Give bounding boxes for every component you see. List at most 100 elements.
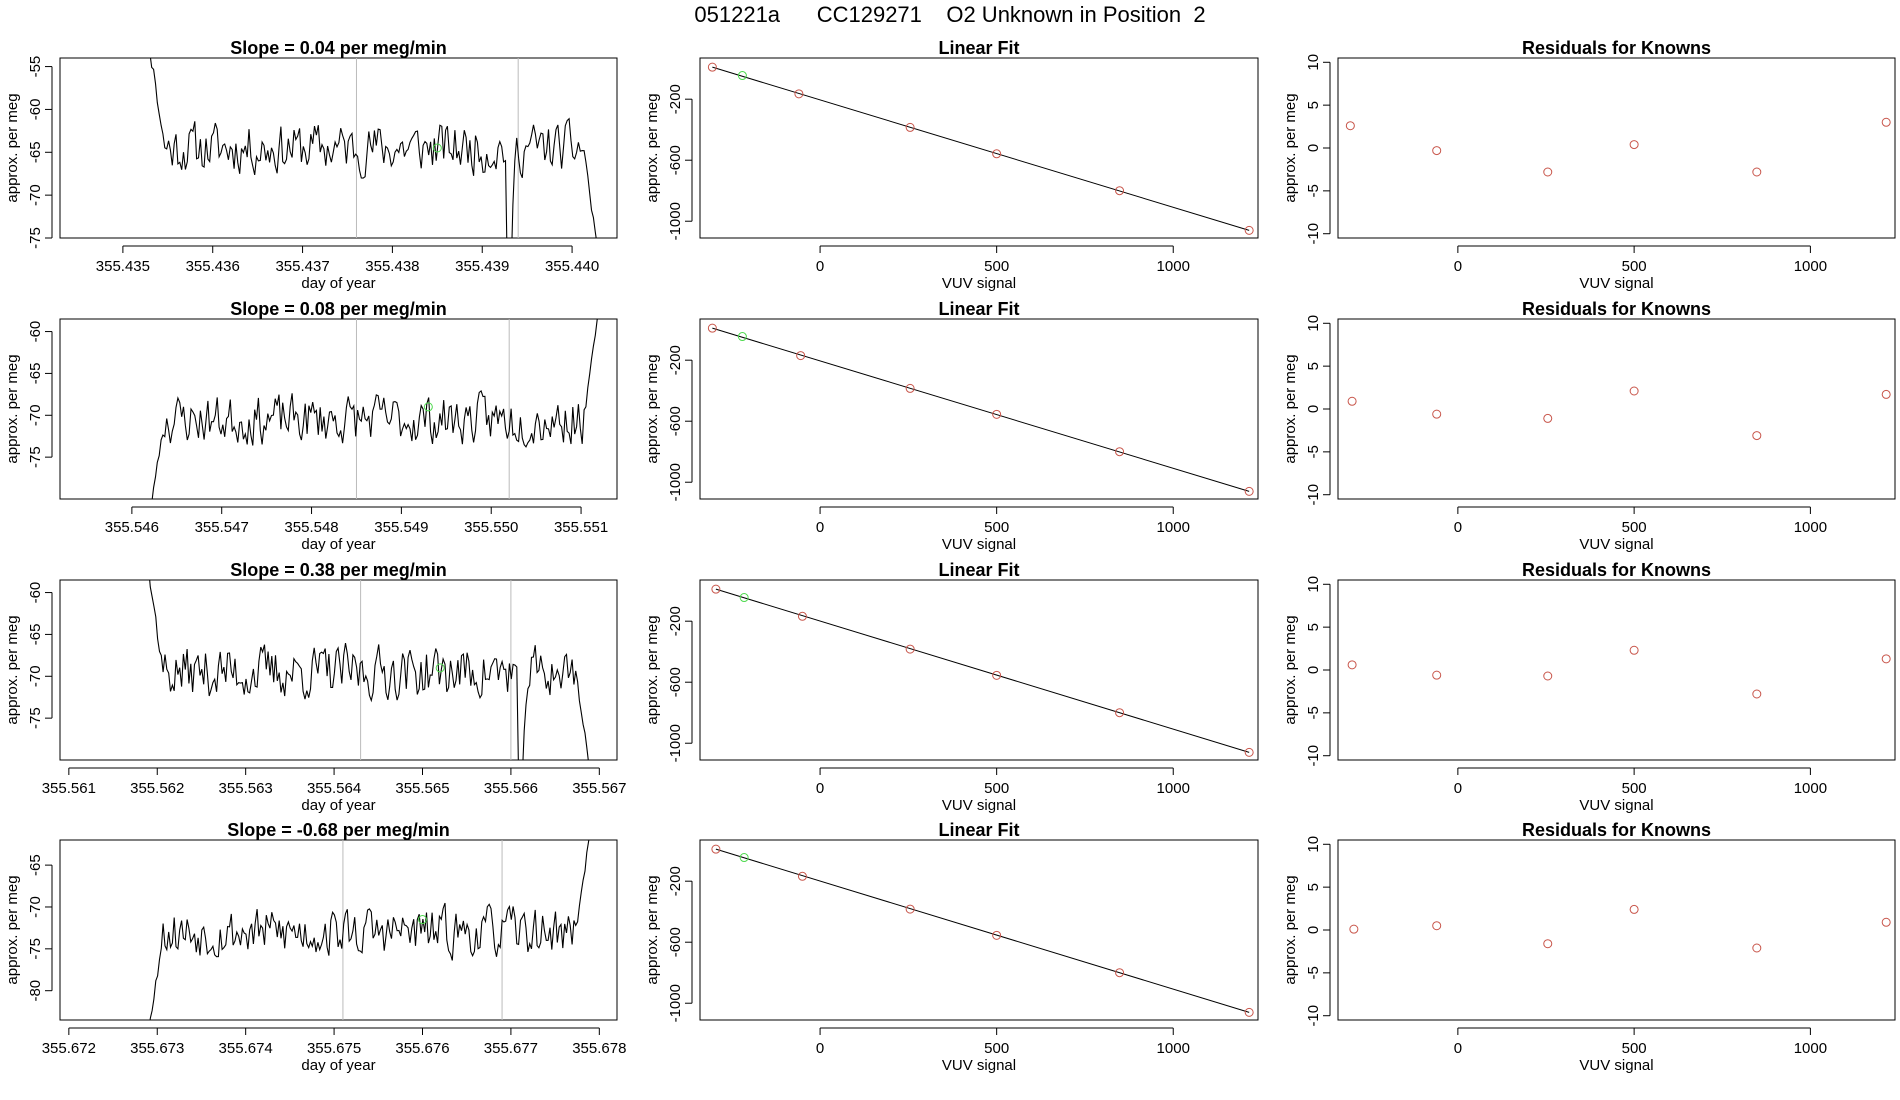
plot-frame — [699, 57, 1259, 239]
plot-area — [707, 62, 1254, 235]
unknown-point-marker — [423, 402, 433, 412]
known-point-marker — [905, 904, 915, 914]
known-point-marker — [707, 323, 717, 333]
figure-title: 051221a CC129271 O2 Unknown in Position … — [694, 2, 1206, 27]
x-axis-label: VUV signal — [1579, 536, 1653, 553]
known-point-marker — [1543, 671, 1553, 681]
x-tick-label: 1000 — [1157, 1040, 1190, 1057]
y-tick-label: -65 — [27, 363, 44, 385]
y-tick-label: -10 — [1305, 484, 1322, 506]
x-tick-label: 1000 — [1157, 258, 1190, 275]
x-tick-label: 355.548 — [284, 519, 338, 536]
x-tick-label: 0 — [816, 258, 824, 275]
y-tick-label: -600 — [667, 145, 684, 175]
known-point-marker — [711, 844, 721, 854]
plot-area — [711, 844, 1254, 1017]
known-point-marker — [711, 584, 721, 594]
y-axis-label: approx. per meg — [644, 354, 661, 463]
y-tick-label: -600 — [667, 667, 684, 697]
y-tick-label: -70 — [27, 896, 44, 918]
plot-area — [711, 584, 1254, 757]
x-tick-label: 500 — [984, 1040, 1009, 1057]
y-tick-label: -1000 — [667, 202, 684, 240]
known-point-marker — [1115, 186, 1125, 196]
known-point-marker — [1752, 431, 1762, 441]
plot-title: Linear Fit — [938, 299, 1019, 319]
known-point-marker — [1347, 396, 1357, 406]
x-tick-label: 500 — [984, 519, 1009, 536]
plot-frame — [699, 318, 1259, 500]
x-tick-label: 355.673 — [130, 1040, 184, 1057]
y-tick-label: -60 — [27, 321, 44, 343]
y-tick-label: -75 — [27, 938, 44, 960]
x-tick-label: 355.437 — [275, 258, 329, 275]
y-tick-label: -10 — [1305, 1005, 1322, 1027]
plot-panel-r4c3: Residuals for Knowns 0 500 1000 VUV signal 10… — [1282, 820, 1896, 1074]
y-tick-label: -1000 — [667, 984, 684, 1022]
unknown-point-marker — [417, 915, 427, 925]
x-axis-label: day of year — [301, 275, 375, 292]
known-point-marker — [1881, 917, 1891, 927]
x-tick-label: 355.678 — [572, 1040, 626, 1057]
plot-panel-r2c3: Residuals for Knowns 0 500 1000 VUV signal 10… — [1282, 299, 1896, 553]
y-tick-label: -65 — [27, 854, 44, 876]
x-axis-label: day of year — [301, 536, 375, 553]
plot-panel-r2c2: Linear Fit 0 500 1000 VUV signal -200 -600 -100… — [644, 299, 1259, 553]
x-tick-label: 355.565 — [395, 780, 449, 797]
known-point-marker — [905, 644, 915, 654]
y-tick-label: 0 — [1305, 405, 1322, 413]
x-tick-label: 355.675 — [307, 1040, 361, 1057]
plot-area — [1347, 386, 1891, 441]
plot-area — [1347, 645, 1891, 699]
known-point-marker — [992, 149, 1002, 159]
y-tick-label: -70 — [27, 184, 44, 206]
known-point-marker — [1629, 645, 1639, 655]
x-tick-label: 1000 — [1794, 780, 1827, 797]
plot-frame — [59, 839, 618, 1021]
plot-panel-r3c2: Linear Fit 0 500 1000 VUV signal -200 -600 -100… — [644, 560, 1259, 814]
x-tick-label: 0 — [816, 1040, 824, 1057]
plot-title: Residuals for Knowns — [1522, 560, 1711, 580]
known-point-marker — [1543, 413, 1553, 423]
x-tick-label: 500 — [1622, 780, 1647, 797]
plot-panel-r1c1: Slope = 0.04 per meg/min 355.435 355.436 35… — [4, 38, 618, 292]
plot-panel-r4c1: Slope = -0.68 per meg/min 355.672 355.673 3… — [4, 820, 626, 1074]
known-point-marker — [1432, 409, 1442, 419]
x-axis-label: VUV signal — [1579, 275, 1653, 292]
y-tick-label: -200 — [667, 866, 684, 896]
plot-panel-r3c3: Residuals for Knowns 0 500 1000 VUV signal 10… — [1282, 560, 1896, 814]
plot-area — [1349, 904, 1891, 953]
y-tick-label: -600 — [667, 927, 684, 957]
known-point-marker — [1881, 389, 1891, 399]
plot-frame — [699, 839, 1259, 1021]
plot-panel-r1c3: Residuals for Knowns 0 500 1000 VUV signal 10… — [1282, 38, 1896, 292]
plot-title: Residuals for Knowns — [1522, 820, 1711, 840]
y-axis-label: approx. per meg — [1282, 354, 1299, 463]
time-series-line — [149, 580, 589, 760]
known-point-marker — [1432, 921, 1442, 931]
y-tick-label: 10 — [1305, 54, 1322, 71]
y-tick-label: -1000 — [667, 724, 684, 762]
x-tick-label: 355.549 — [374, 519, 428, 536]
unknown-point-marker — [739, 593, 749, 603]
y-tick-label: -5 — [1305, 184, 1322, 197]
known-point-marker — [1881, 654, 1891, 664]
x-axis-label: day of year — [301, 797, 375, 814]
x-axis-label: VUV signal — [1579, 1057, 1653, 1074]
x-tick-label: 0 — [816, 519, 824, 536]
known-point-marker — [1629, 904, 1639, 914]
known-point-marker — [707, 62, 717, 72]
x-axis-label: VUV signal — [1579, 797, 1653, 814]
y-tick-label: 5 — [1305, 101, 1322, 109]
y-tick-label: -200 — [667, 345, 684, 375]
x-tick-label: 355.435 — [96, 258, 150, 275]
y-tick-label: -1000 — [667, 463, 684, 501]
y-axis-label: approx. per meg — [644, 93, 661, 202]
plot-title: Slope = 0.08 per meg/min — [230, 299, 447, 319]
x-tick-label: 355.550 — [464, 519, 518, 536]
plot-area — [149, 580, 589, 760]
plot-title: Slope = 0.04 per meg/min — [230, 38, 447, 58]
known-point-marker — [992, 409, 1002, 419]
x-tick-label: 355.567 — [572, 780, 626, 797]
x-tick-label: 1000 — [1794, 258, 1827, 275]
